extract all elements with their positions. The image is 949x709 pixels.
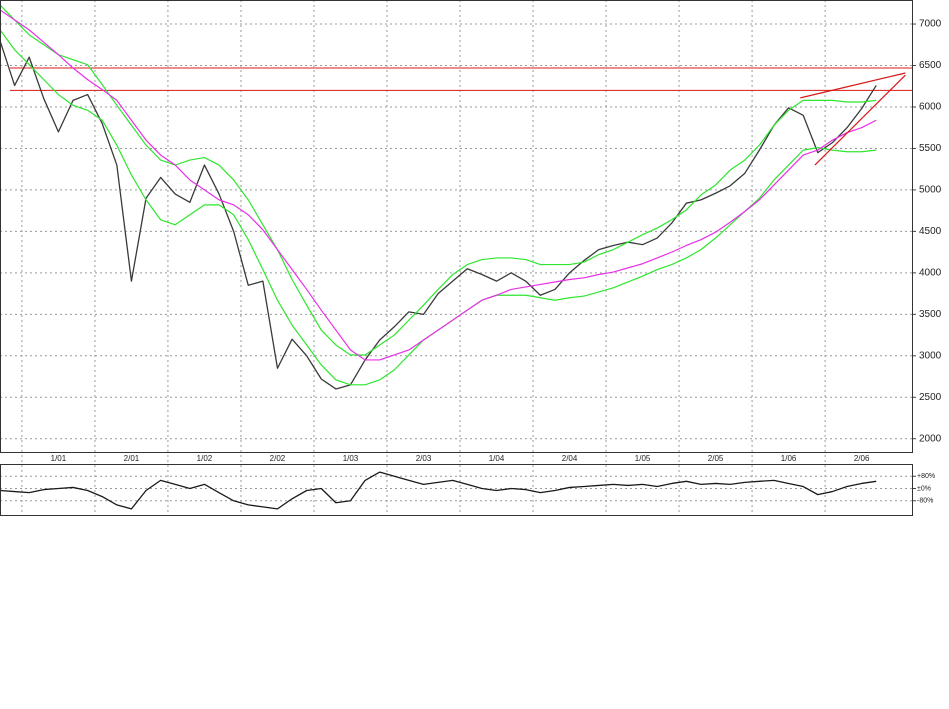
- x-tick-label: 1/01: [51, 454, 67, 463]
- y-tick-label: 3500: [919, 309, 942, 320]
- y-tick-label: 5000: [919, 185, 942, 196]
- x-tick-label: 2/06: [854, 454, 870, 463]
- series-line: [0, 4, 877, 356]
- y-tick-label: 3000: [919, 350, 942, 361]
- y-tick-label: 5500: [919, 143, 942, 154]
- y-tick-label: ±0%: [917, 485, 931, 492]
- x-tick-label: 1/05: [635, 454, 651, 463]
- y-tick-label: 7000: [919, 19, 942, 30]
- x-tick-label: 2/03: [416, 454, 432, 463]
- trend-line: [800, 72, 906, 99]
- series-line: [0, 471, 877, 510]
- y-tick-label: 4500: [919, 226, 942, 237]
- y-tick-label: 2000: [919, 433, 942, 444]
- y-tick-label: 6500: [919, 60, 942, 71]
- x-tick-label: 2/05: [708, 454, 724, 463]
- trend-line: [814, 74, 906, 166]
- panel-frame: [0, 0, 913, 453]
- x-tick-label: 1/04: [489, 454, 505, 463]
- y-tick-label: -80%: [917, 498, 933, 505]
- x-tick-label: 1/02: [197, 454, 213, 463]
- x-tick-label: 2/01: [124, 454, 140, 463]
- x-tick-label: 2/04: [562, 454, 578, 463]
- panel-frame: [0, 464, 913, 516]
- y-tick-label: +80%: [917, 473, 935, 480]
- x-tick-label: 2/02: [270, 454, 286, 463]
- x-tick-label: 1/03: [343, 454, 359, 463]
- x-tick-label: 1/06: [781, 454, 797, 463]
- series-line: [0, 40, 877, 390]
- y-tick-label: 2500: [919, 392, 942, 403]
- series-line: [0, 9, 877, 361]
- y-tick-label: 6000: [919, 102, 942, 113]
- y-tick-label: 4000: [919, 267, 942, 278]
